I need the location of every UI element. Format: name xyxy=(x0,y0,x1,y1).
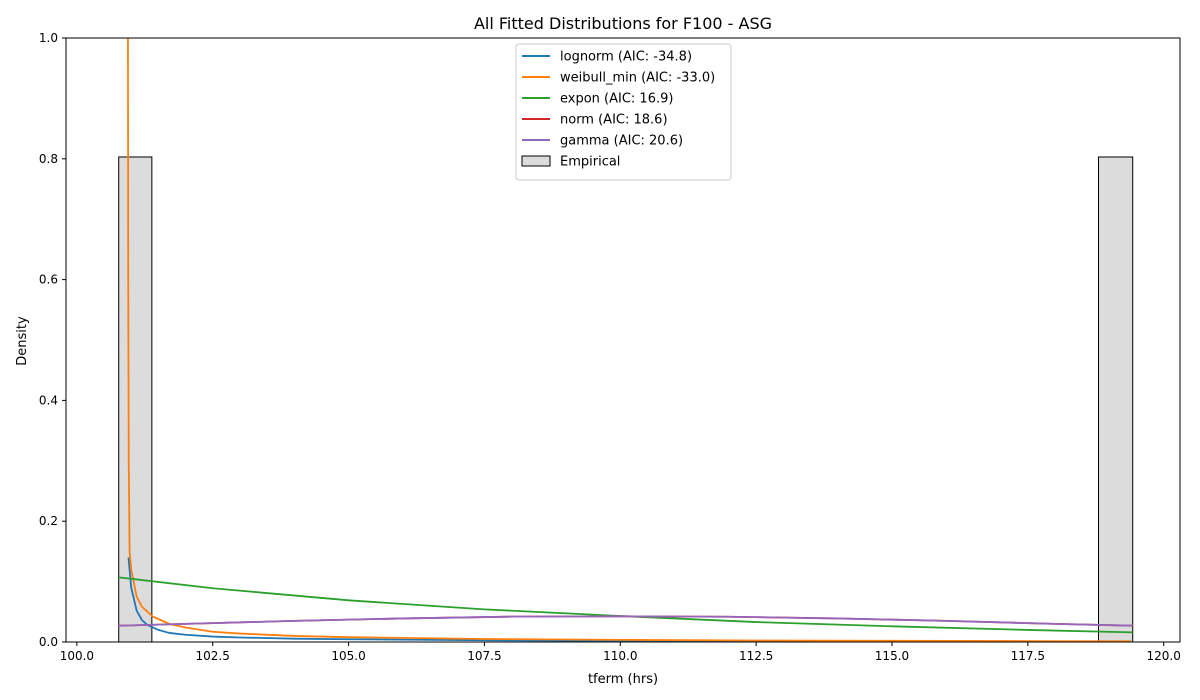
plot-frame xyxy=(65,37,1181,643)
x-tick-label: 120.0 xyxy=(1147,649,1181,663)
legend-label: gamma (AIC: 20.6) xyxy=(560,134,683,149)
y-axis: 0.0 0.2 0.4 0.6 0.8 1.0 xyxy=(39,31,66,649)
x-tick-label: 102.5 xyxy=(196,649,230,663)
legend-swatch-empirical xyxy=(521,155,551,167)
x-tick-label: 110.0 xyxy=(603,649,637,663)
x-tick-label: 115.0 xyxy=(875,649,909,663)
x-tick-label: 117.5 xyxy=(1011,649,1045,663)
x-axis: 100.0 102.5 105.0 107.5 110.0 112.5 115.0 117.5… xyxy=(60,642,1181,663)
legend: lognorm (AIC: -34.8) weibull_min (AIC: -3… xyxy=(515,43,732,181)
x-tick-label: 100.0 xyxy=(60,649,94,663)
series-line-expon xyxy=(118,576,1133,634)
legend-label: weibull_min (AIC: -33.0) xyxy=(560,71,715,86)
chart-title: All Fitted Distributions for F100 - ASG xyxy=(474,14,772,33)
plot-area xyxy=(65,37,1181,643)
legend-label: expon (AIC: 16.9) xyxy=(560,92,673,107)
y-tick-label: 0.6 xyxy=(39,273,58,287)
legend-label: lognorm (AIC: -34.8) xyxy=(560,50,692,65)
series-line-weibull_min xyxy=(127,38,1132,642)
x-tick-label: 107.5 xyxy=(467,649,501,663)
legend-label: norm (AIC: 18.6) xyxy=(560,113,668,128)
legend-label: Empirical xyxy=(560,155,620,170)
y-tick-label: 0.0 xyxy=(39,635,58,649)
series-line-gamma xyxy=(118,615,1133,627)
y-tick-label: 0.2 xyxy=(39,514,58,528)
y-tick-label: 0.8 xyxy=(39,152,58,166)
histogram-bar-0 xyxy=(118,156,153,643)
x-tick-label: 112.5 xyxy=(739,649,773,663)
legend-box xyxy=(515,43,732,181)
x-tick-label: 105.0 xyxy=(331,649,365,663)
x-axis-label: tferm (hrs) xyxy=(588,672,658,687)
y-tick-label: 0.4 xyxy=(39,393,58,407)
y-axis-label: Density xyxy=(15,316,30,366)
histogram-bar-1 xyxy=(1097,156,1134,643)
y-tick-label: 1.0 xyxy=(39,31,58,45)
